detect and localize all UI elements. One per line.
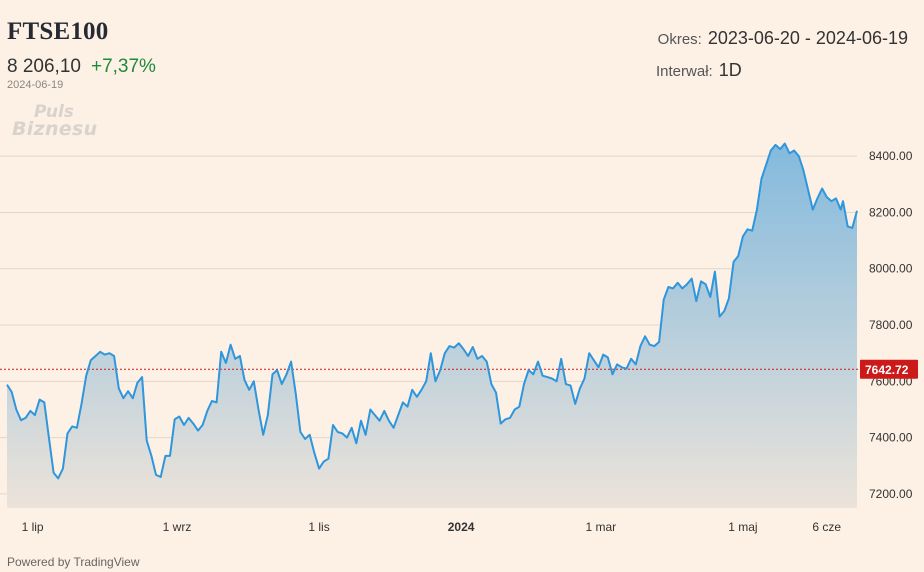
y-tick-label: 7400.00: [869, 431, 913, 445]
x-tick-label: 1 mar: [585, 520, 616, 534]
powered-by-link[interactable]: Powered by TradingView: [7, 555, 140, 569]
reference-badge: 7642.72: [860, 359, 918, 379]
x-tick-label: 1 lip: [22, 520, 44, 534]
y-tick-label: 8400.00: [869, 149, 913, 163]
current-price: 8 206,10: [7, 56, 81, 77]
reference-badge-label: 7642.72: [865, 363, 909, 377]
price-line[interactable]: [6, 142, 858, 480]
index-title: FTSE100: [7, 18, 109, 45]
interval-display: Interwał: 1D: [656, 60, 742, 81]
x-tick-label: 1 wrz: [163, 520, 192, 534]
period-value[interactable]: 2023-06-20 - 2024-06-19: [707, 28, 908, 48]
y-tick-label: 8200.00: [869, 205, 913, 219]
price-area: [7, 143, 857, 508]
puls-biznesu-logo: Puls Biznesu: [12, 102, 98, 140]
price-date: 2024-06-19: [7, 79, 64, 91]
interval-value[interactable]: 1D: [718, 60, 742, 80]
price-change: +7,37%: [90, 56, 156, 77]
price-row: 8 206,10 +7,37%: [7, 56, 156, 78]
period-display: Okres: 2023-06-20 - 2024-06-19: [658, 28, 908, 49]
y-axis: 7200.007400.007600.007800.008000.008200.…: [869, 149, 913, 501]
x-tick-label: 1 maj: [728, 520, 757, 534]
logo-line-1: Puls: [34, 102, 74, 122]
reference-badge-bg: [860, 359, 918, 379]
x-tick-label: 6 cze: [812, 520, 841, 534]
logo-line-2: Biznesu: [12, 118, 98, 140]
y-tick-label: 7800.00: [869, 318, 913, 332]
interval-label: Interwał:: [656, 63, 713, 80]
y-tick-label: 8000.00: [869, 262, 913, 276]
x-axis: 1 lip 1 wrz 1 lis 2024 1 mar 1 maj 6 cze: [22, 520, 842, 534]
period-label: Okres:: [657, 31, 702, 48]
y-tick-label: 7200.00: [869, 487, 913, 501]
x-tick-label: 2024: [448, 520, 475, 534]
x-tick-label: 1 lis: [308, 520, 329, 534]
